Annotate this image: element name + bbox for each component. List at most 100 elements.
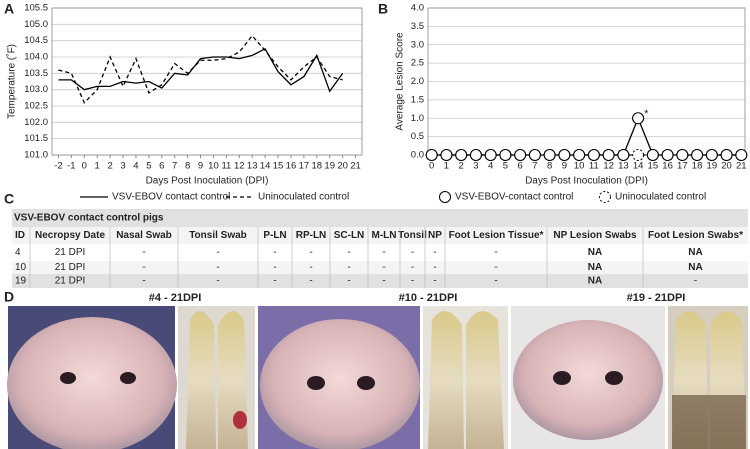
marker <box>632 112 645 125</box>
x-tick-label: 1 <box>95 161 100 172</box>
x-tick-label: 9 <box>198 161 203 172</box>
table-header: M-LN <box>372 230 397 241</box>
hoof <box>186 311 248 449</box>
table-cell: - <box>347 276 350 287</box>
panel-letter: A <box>4 1 14 17</box>
x-tick-label: 21 <box>350 161 361 172</box>
table-row-bg <box>12 227 748 244</box>
x-tick-label: 14 <box>260 161 271 172</box>
legend-label: VSV-EBOV contact control <box>112 192 230 203</box>
table-cell: - <box>142 247 145 258</box>
x-tick-label: 4 <box>488 161 493 172</box>
table-header: Necropsy Date <box>35 230 105 241</box>
nostril <box>307 376 325 390</box>
table-header: SC-LN <box>334 230 365 241</box>
marker <box>440 148 453 162</box>
annotation: * <box>644 108 649 120</box>
y-tick-label: 104.0 <box>24 52 48 63</box>
marker <box>587 148 600 162</box>
table-header: Nasal Swab <box>116 230 172 241</box>
table-cell: - <box>142 262 145 273</box>
y-tick-label: 103.0 <box>24 84 48 95</box>
table-cell: 21 DPI <box>55 262 86 273</box>
marker <box>735 148 748 162</box>
series-line <box>431 116 742 156</box>
series-line <box>58 47 344 93</box>
y-tick-label: 1.0 <box>411 113 424 124</box>
y-tick-label: 103.5 <box>24 68 48 79</box>
x-tick-label: 18 <box>312 161 323 172</box>
table-cell: 19 <box>15 276 27 287</box>
x-tick-label: 6 <box>159 161 164 172</box>
x-tick-label: 8 <box>185 161 190 172</box>
marker <box>691 148 704 162</box>
x-axis-title: Days Post Inoculation (DPI) <box>525 176 648 187</box>
marker <box>617 148 630 162</box>
marker <box>558 148 571 162</box>
table-cell: - <box>411 262 414 273</box>
x-tick-label: 2 <box>107 161 112 172</box>
series-line <box>58 34 343 104</box>
marker <box>676 148 689 162</box>
x-tick-label: 19 <box>707 161 718 172</box>
marker <box>661 148 674 162</box>
table-cell: 10 <box>15 262 27 273</box>
table-cell: - <box>382 276 385 287</box>
plot-frame <box>51 7 363 156</box>
y-tick-label: 2.0 <box>411 76 424 87</box>
photos <box>7 306 748 449</box>
table-cell: - <box>142 276 145 287</box>
x-tick-label: 3 <box>473 161 478 172</box>
table-header: ID <box>15 230 25 241</box>
y-tick-label: 102.5 <box>24 101 48 112</box>
x-tick-label: 7 <box>172 161 177 172</box>
x-tick-label: 16 <box>662 161 673 172</box>
nostril <box>553 371 571 385</box>
x-tick-label: 15 <box>273 161 284 172</box>
table-cell: - <box>433 262 436 273</box>
table-header: Foot Lesion Swabs* <box>648 230 743 241</box>
x-tick-label: -2 <box>54 161 62 172</box>
nostril <box>60 372 76 384</box>
x-tick-label: 18 <box>692 161 703 172</box>
legend-label: VSV-EBOV-contact control <box>455 192 573 203</box>
marker <box>455 148 468 162</box>
table-cell: - <box>494 276 497 287</box>
table-cell: - <box>382 247 385 258</box>
snout <box>7 317 177 449</box>
x-tick-label: 2 <box>459 161 464 172</box>
marker <box>573 148 586 162</box>
panel-letter: B <box>378 1 388 17</box>
x-tick-label: 5 <box>146 161 151 172</box>
marker <box>632 148 645 162</box>
nostril <box>120 372 136 384</box>
marker <box>514 148 527 162</box>
x-tick-label: 20 <box>337 161 348 172</box>
panel-letter: C <box>4 191 14 207</box>
table-cell: - <box>216 262 219 273</box>
y-axis-title: Temperature (˚F) <box>6 44 18 119</box>
table-cell: - <box>216 276 219 287</box>
y-tick-label: 101.0 <box>24 150 48 161</box>
table-header: Tonsil <box>398 230 427 241</box>
table-header: RP-LN <box>296 230 327 241</box>
table-cell: - <box>411 247 414 258</box>
x-tick-label: 13 <box>618 161 629 172</box>
table-header: Tonsil Swab <box>189 230 247 241</box>
x-tick-label: 16 <box>286 161 297 172</box>
x-tick-label: 7 <box>532 161 537 172</box>
table-cell: - <box>433 276 436 287</box>
y-tick-label: 1.5 <box>411 94 424 105</box>
x-tick-label: 19 <box>324 161 335 172</box>
marker <box>705 148 718 162</box>
table-cell: - <box>494 247 497 258</box>
table-cell: - <box>382 262 385 273</box>
table-row-bg <box>12 261 748 274</box>
marker <box>469 148 482 162</box>
x-tick-label: 12 <box>603 161 614 172</box>
photo-label: #10 - 21DPI <box>399 292 458 304</box>
x-tick-label: 17 <box>677 161 688 172</box>
table-cell: - <box>309 276 312 287</box>
y-tick-label: 104.5 <box>24 35 48 46</box>
